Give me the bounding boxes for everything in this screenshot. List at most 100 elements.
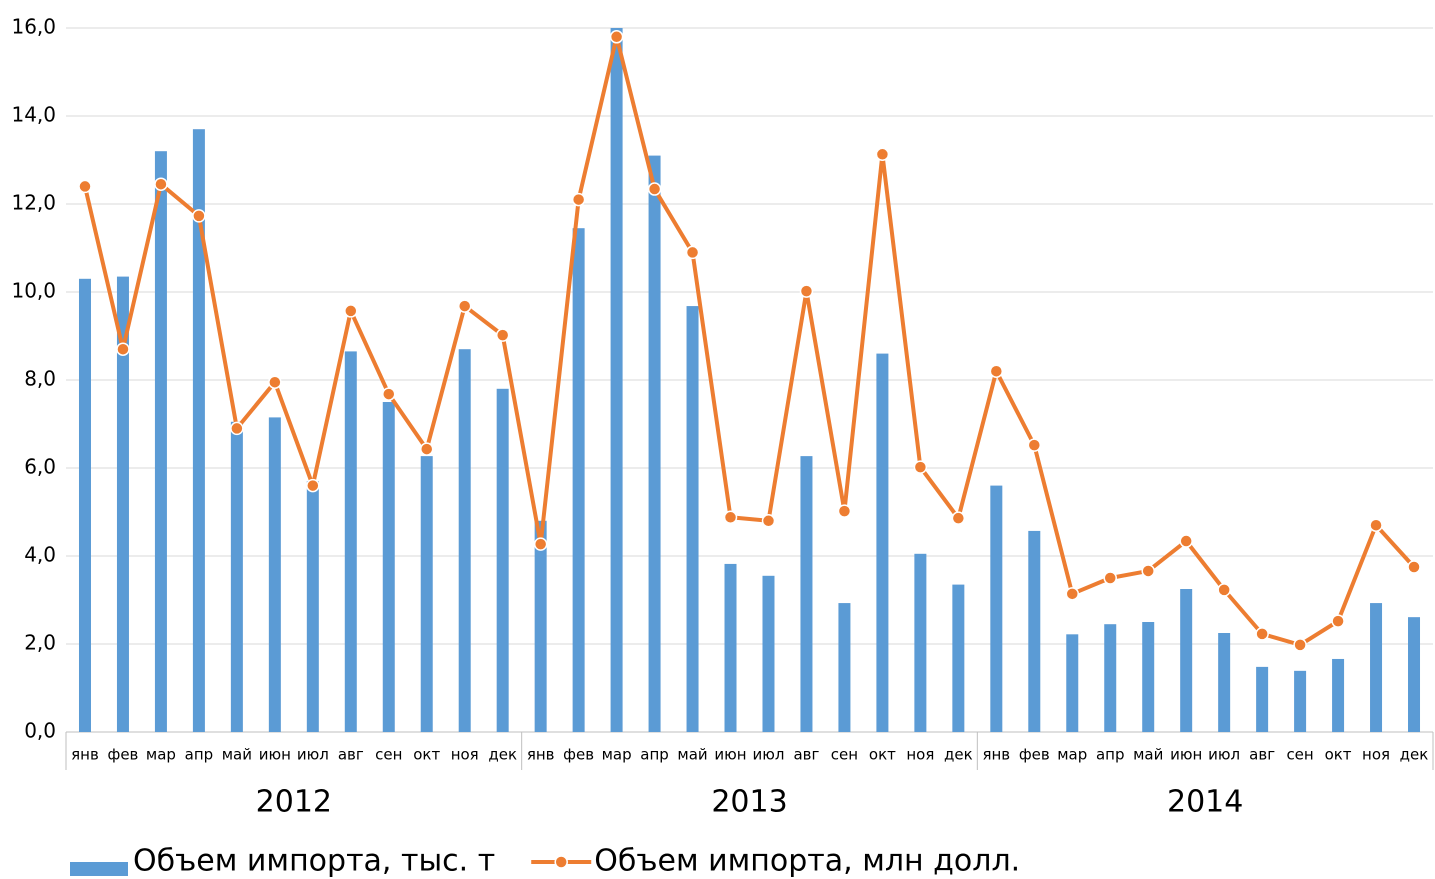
marker [78, 179, 92, 194]
x-tick-label: мар [1057, 746, 1087, 764]
year-label: 2012 [256, 785, 332, 820]
y-tick-label: 2,0 [24, 631, 56, 655]
x-tick-label: июн [259, 746, 291, 764]
bar [268, 417, 281, 732]
bar [1104, 624, 1117, 732]
marker [192, 209, 206, 223]
bar [914, 553, 927, 732]
x-tick-label: авг [338, 746, 364, 764]
bar [496, 388, 509, 732]
marker [989, 364, 1004, 378]
bar [838, 603, 851, 732]
bar [458, 349, 471, 732]
bar [382, 402, 395, 732]
bar [1408, 617, 1421, 732]
y-tick-label: 6,0 [24, 455, 56, 479]
bar [1066, 634, 1079, 732]
x-tick-label: апр [185, 746, 214, 764]
x-tick-label: окт [869, 746, 896, 764]
marker [685, 245, 700, 260]
marker [837, 504, 852, 518]
y-tick-label: 0,0 [24, 719, 56, 743]
x-tick-label: сен [831, 746, 858, 764]
marker [116, 342, 130, 356]
marker [1065, 587, 1080, 601]
marker [382, 387, 396, 401]
x-tick-label: дек [488, 746, 517, 764]
x-tick-label: ноя [906, 746, 934, 764]
bar [116, 276, 129, 732]
marker [1103, 571, 1117, 585]
marker [1179, 534, 1193, 548]
bar [686, 306, 699, 732]
x-tick-label: июл [753, 746, 785, 764]
bar [1294, 670, 1307, 732]
marker [1331, 614, 1345, 628]
bar [534, 520, 547, 732]
marker [1255, 627, 1269, 641]
marker [495, 328, 510, 342]
bar [420, 456, 433, 732]
x-tick-label: дек [944, 746, 973, 764]
bar [952, 584, 965, 732]
x-tick-label: окт [413, 746, 440, 764]
line [83, 34, 1416, 647]
marker [951, 511, 966, 525]
x-tick-label: июл [297, 746, 329, 764]
marker [533, 537, 548, 551]
bar [610, 28, 623, 732]
x-tick-label: янв [71, 746, 99, 764]
legend-label: Объем импорта, тыс. т [133, 844, 495, 879]
x-tick-label: дек [1400, 746, 1429, 764]
bar [1256, 666, 1269, 732]
x-tick-label: ноя [451, 746, 479, 764]
bar [154, 151, 167, 732]
legend-swatch [70, 862, 128, 876]
bar [192, 129, 205, 732]
y-tick-label: 12,0 [11, 191, 56, 215]
marker [268, 375, 282, 389]
bar [572, 228, 585, 732]
x-tick-label: сен [375, 746, 402, 764]
bar [1142, 622, 1155, 732]
bar [1028, 530, 1041, 732]
x-tick-label: мар [146, 746, 176, 764]
marker [1407, 560, 1421, 574]
x-tick-label: май [222, 746, 252, 764]
bar [724, 563, 737, 732]
bar [230, 421, 243, 732]
marker [230, 421, 244, 436]
bar [648, 155, 661, 733]
marker [154, 177, 168, 191]
marker [306, 478, 320, 493]
year-label: 2013 [711, 785, 787, 820]
marker [419, 442, 434, 456]
x-tick-label: ноя [1362, 746, 1390, 764]
y-tick-label: 16,0 [11, 15, 56, 39]
marker [1141, 564, 1155, 578]
bar [1370, 603, 1383, 732]
x-tick-label: фев [1019, 746, 1050, 764]
x-tick-label: сен [1286, 746, 1313, 764]
marker [1293, 638, 1307, 652]
marker [571, 192, 586, 207]
marker [609, 30, 624, 44]
bar [1180, 589, 1193, 732]
bar [306, 481, 319, 732]
marker [913, 460, 928, 474]
x-tick-label: июл [1208, 746, 1240, 764]
bar [1218, 633, 1231, 732]
bar [1332, 658, 1345, 732]
x-tick-label: янв [527, 746, 555, 764]
y-tick-label: 10,0 [11, 279, 56, 303]
x-tick-label: апр [640, 746, 669, 764]
legend-marker [554, 855, 568, 869]
marker [1217, 583, 1231, 597]
x-tick-label: авг [1249, 746, 1275, 764]
bar [990, 485, 1003, 732]
marker [723, 510, 738, 525]
x-tick-label: авг [793, 746, 819, 764]
marker [344, 304, 358, 318]
bar [78, 278, 91, 732]
